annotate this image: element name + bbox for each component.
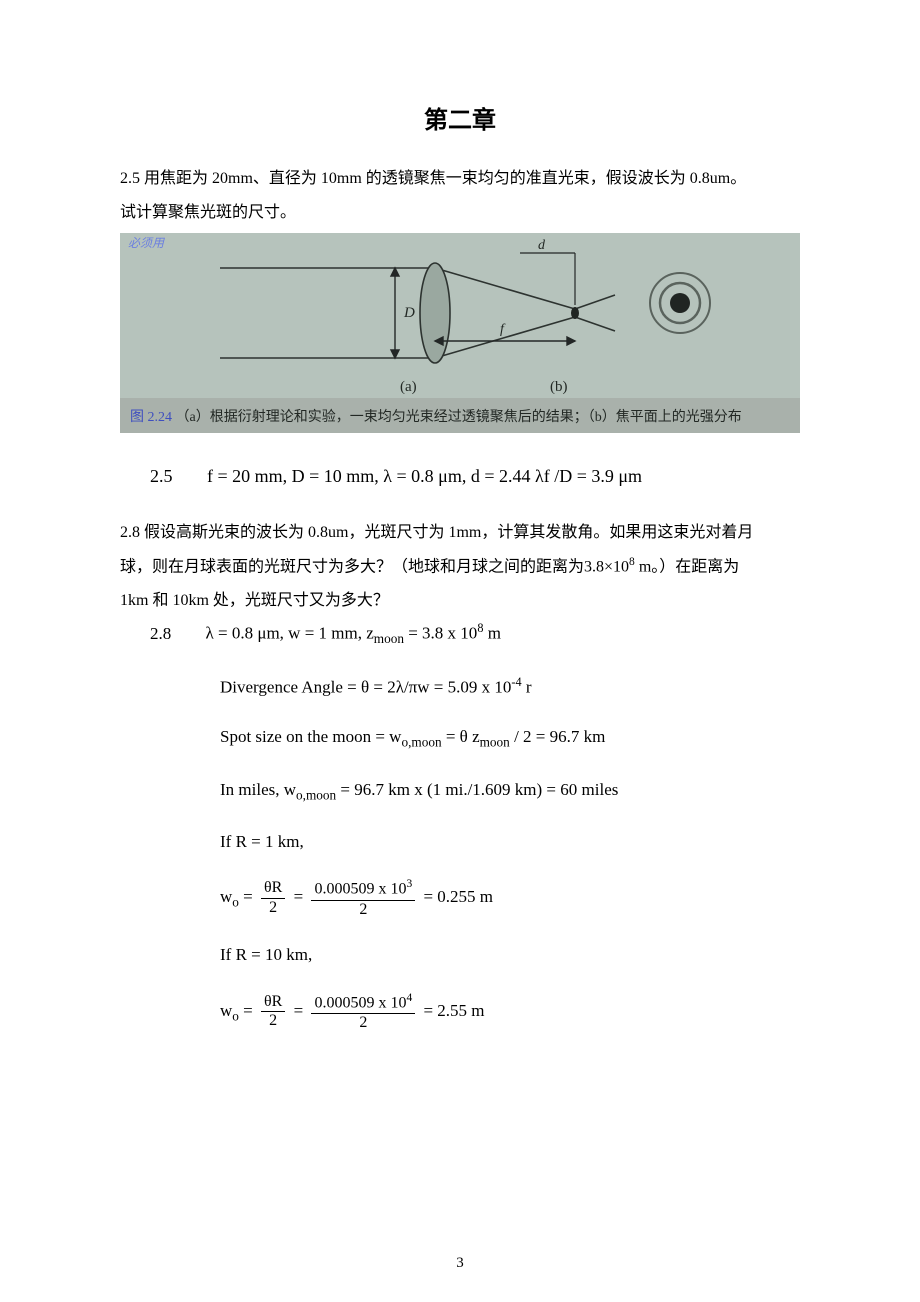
caption-label: 图 2.24 （a）根据衍射理论和实验，一束均匀光束经过透镜聚焦后的结果；（b）… <box>130 409 742 425</box>
s2-sub1: o,moon <box>401 735 441 750</box>
s7-frac1: θR2 <box>261 994 285 1031</box>
q28-line2: 球，则在月球表面的光斑尺寸为多大？（地球和月球之间的距离为3.8×108 m。）… <box>120 551 800 583</box>
s5-sub: o <box>232 895 239 910</box>
s5-f2-top-pre: 0.000509 x 10 <box>314 881 406 898</box>
s7-post: = 2.55 m <box>419 1001 484 1020</box>
sol28-step2: Spot size on the moon = wo,moon = θ zmoo… <box>220 724 800 752</box>
s5-f2-top: 0.000509 x 103 <box>311 878 415 900</box>
s3-post: = 96.7 km x (1 mi./1.609 km) = 60 miles <box>336 780 618 799</box>
sol28-step7: wo = θR2 = 0.000509 x 1042 = 2.55 m <box>220 992 800 1032</box>
solution-2-5: 2.5 f = 20 mm, D = 10 mm, λ = 0.8 μm, d … <box>120 466 800 487</box>
s2-post: / 2 = 96.7 km <box>510 727 606 746</box>
s3-pre: In miles, w <box>220 780 296 799</box>
s3-sub: o,moon <box>296 787 336 802</box>
s7-f2-top-pre: 0.000509 x 10 <box>314 994 406 1011</box>
s7-f1-top: θR <box>261 994 285 1013</box>
sol25-text: f = 20 mm, D = 10 mm, λ = 0.8 μm, d = 2.… <box>207 466 642 486</box>
sol28-step4: If R = 1 km, <box>220 829 800 855</box>
solution-2-8: 2.8 λ = 0.8 μm, w = 1 mm, zmoon = 3.8 x … <box>120 619 800 1032</box>
b-label: (b) <box>550 379 568 395</box>
s5-eq: = <box>239 887 257 906</box>
q28-l2-pre: 球，则在月球表面的光斑尺寸为多大？（地球和月球之间的距离为 <box>120 558 584 575</box>
s1-post: r <box>522 678 532 697</box>
page-number: 3 <box>0 1255 920 1272</box>
q25-line2: 试计算聚焦光斑的尺寸。 <box>120 197 800 229</box>
s2-pre: Spot size on the moon = w <box>220 727 401 746</box>
sol28-head-post: m <box>483 624 500 643</box>
s1-sup: -4 <box>511 675 521 689</box>
chapter-title: 第二章 <box>120 100 800 135</box>
q28-l2-base: 3.8×10 <box>584 558 629 575</box>
s7-sub: o <box>232 1008 239 1023</box>
s5-f2-bot: 2 <box>311 901 415 919</box>
s5-f1-bot: 2 <box>261 899 285 917</box>
s7-pre: w <box>220 1001 232 1020</box>
svg-text:必须用: 必须用 <box>128 236 165 250</box>
s7-mid: = <box>289 1001 307 1020</box>
sol28-number: 2.8 <box>150 624 171 643</box>
sol28-head: 2.8 λ = 0.8 μm, w = 1 mm, zmoon = 3.8 x … <box>150 619 800 649</box>
figure-svg: 必须用 D d <box>120 233 800 433</box>
q28-line3: 1km 和 10km 处，光斑尺寸又为多大？ <box>120 585 800 617</box>
d-label: d <box>538 238 546 253</box>
document-page: 第二章 2.5 用焦距为 20mm、直径为 10mm 的透镜聚焦一束均匀的准直光… <box>0 0 920 1302</box>
sol28-head-pre: λ = 0.8 μm, w = 1 mm, z <box>206 624 374 643</box>
s5-post: = 0.255 m <box>419 887 493 906</box>
sol28-step3: In miles, wo,moon = 96.7 km x (1 mi./1.6… <box>220 777 800 805</box>
s5-pre: w <box>220 887 232 906</box>
q28-l2-post: m。）在距离为 <box>635 558 739 575</box>
sol28-step1: Divergence Angle = θ = 2λ/πw = 5.09 x 10… <box>220 673 800 700</box>
s7-eq: = <box>239 1001 257 1020</box>
q28-line1: 2.8 假设高斯光束的波长为 0.8um，光斑尺寸为 1mm，计算其发散角。如果… <box>120 517 800 549</box>
sol25-number: 2.5 <box>150 466 173 486</box>
s5-f1-top: θR <box>261 880 285 899</box>
s5-frac2: 0.000509 x 1032 <box>311 878 415 918</box>
s2-sub2: moon <box>480 735 510 750</box>
a-label: (a) <box>400 379 417 395</box>
sol28-step6: If R = 10 km, <box>220 942 800 968</box>
sol28-head-sub: moon <box>374 631 404 646</box>
figure-2-24: 必须用 D d <box>120 233 800 438</box>
sol28-step5: wo = θR2 = 0.000509 x 1032 = 0.255 m <box>220 878 800 918</box>
s1-pre: Divergence Angle = θ = 2λ/πw = 5.09 x 10 <box>220 678 511 697</box>
q25-line1: 2.5 用焦距为 20mm、直径为 10mm 的透镜聚焦一束均匀的准直光束，假设… <box>120 163 800 195</box>
s5-frac1: θR2 <box>261 880 285 917</box>
s5-f2-top-sup: 3 <box>406 878 412 890</box>
sol28-head-mid: = 3.8 x 10 <box>404 624 477 643</box>
s5-mid: = <box>289 887 307 906</box>
s2-mid: = θ z <box>442 727 480 746</box>
s7-frac2: 0.000509 x 1042 <box>311 992 415 1032</box>
s7-f2-bot: 2 <box>311 1014 415 1032</box>
s7-f2-top-sup: 4 <box>406 992 412 1004</box>
s7-f1-bot: 2 <box>261 1012 285 1030</box>
D-label: D <box>403 305 415 321</box>
s7-f2-top: 0.000509 x 104 <box>311 992 415 1014</box>
